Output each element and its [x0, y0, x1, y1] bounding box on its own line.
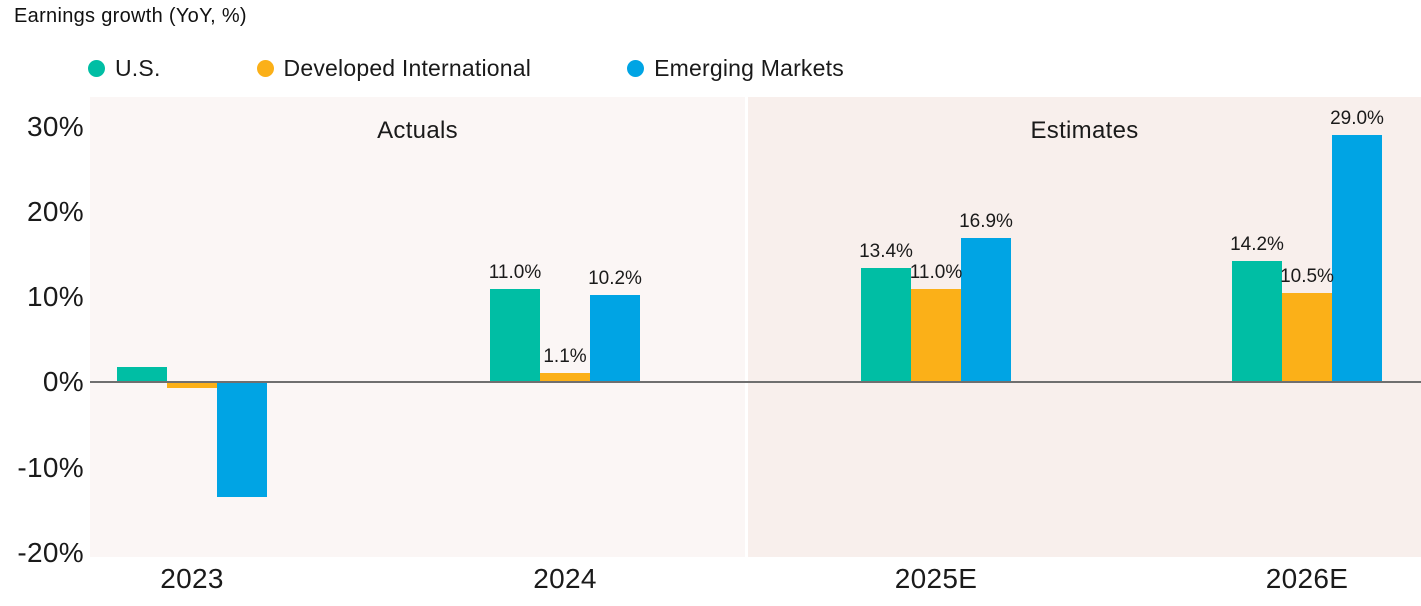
bar-2024-emerging-markets [590, 295, 640, 383]
bar-2024-u-s- [490, 288, 540, 383]
value-label: 11.0% [488, 261, 542, 283]
value-label: 29.0% [1330, 108, 1384, 130]
legend-item-us: U.S. [88, 55, 161, 82]
y-tick-label: 10% [27, 281, 84, 313]
bar-2023-u-s- [117, 367, 167, 383]
y-tick-label: 0% [42, 366, 84, 398]
region-background-actuals [90, 97, 745, 557]
value-label: 1.1% [543, 346, 587, 367]
developed-international-series-dot-icon [256, 59, 274, 77]
value-label: 10.5% [1280, 265, 1334, 287]
us-series-dot-icon [88, 59, 105, 77]
bar-2023-developed-international [167, 382, 217, 389]
bar-2026e-emerging-markets [1332, 135, 1382, 383]
zero-baseline [90, 381, 1421, 384]
x-tick-label-2024: 2024 [533, 563, 597, 594]
region-label-actuals: Actuals [377, 117, 458, 144]
value-label: 16.9% [959, 211, 1013, 233]
y-tick-label: 20% [27, 196, 84, 227]
value-label: 13.4% [859, 241, 913, 263]
bar-2025e-u-s- [861, 268, 911, 383]
value-label: 10.2% [588, 268, 642, 290]
value-label: 14.2% [1230, 234, 1284, 256]
bar-2025e-emerging-markets [961, 238, 1011, 383]
chart-title: Earnings growth (YoY, %) [14, 5, 247, 27]
y-tick-label: -20% [17, 536, 84, 568]
region-label-estimates: Estimates [1030, 117, 1139, 144]
plot-area: Actuals Estimates 11.0% 13.4% 14.2% 1.1% 11.0%… [90, 97, 1421, 557]
legend-item-developed-international: Developed International [256, 54, 532, 82]
bar-2025e-developed-international [911, 288, 961, 383]
bar-2024-developed-international [540, 373, 590, 383]
y-tick-label: 30% [27, 110, 84, 142]
legend-item-emerging-markets: Emerging Markets [627, 55, 844, 82]
legend-label-emerging-markets: Emerging Markets [654, 54, 844, 81]
y-axis: 30% 20% 10% 0% -10% -20% [0, 97, 84, 568]
value-label: 11.0% [909, 261, 963, 283]
bar-2023-emerging-markets [217, 382, 267, 498]
y-tick-label: -10% [17, 451, 84, 483]
x-tick-label-2023: 2023 [160, 563, 224, 594]
x-tick-label-2026e: 2026E [1265, 563, 1349, 594]
emerging-markets-series-dot-icon [627, 59, 645, 77]
x-tick-label-2025e: 2025E [894, 563, 978, 594]
legend: U.S. Developed International Emerging Ma… [88, 52, 844, 84]
bar-2026e-u-s- [1232, 261, 1282, 383]
legend-label-us: U.S. [115, 54, 161, 81]
bar-2026e-developed-international [1282, 292, 1332, 383]
legend-label-developed-international: Developed International [283, 54, 532, 81]
